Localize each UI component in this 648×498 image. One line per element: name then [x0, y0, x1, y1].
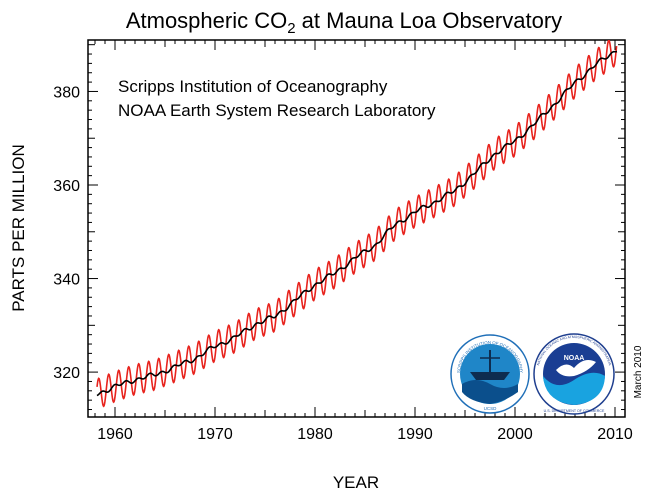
- chart-title-rest: at Mauna Loa Observatory: [296, 8, 563, 33]
- y-axis: 320 340 360 380: [53, 44, 625, 411]
- noaa-seal-bottom-text: U.S. DEPARTMENT OF COMMERCE: [544, 409, 605, 413]
- annotation-line-2: NOAA Earth System Research Laboratory: [118, 101, 436, 120]
- x-tick-label: 2010: [597, 426, 633, 443]
- x-tick-label: 1990: [397, 426, 433, 443]
- noaa-seal-logo: NOAA NATIONAL OCEANIC AND ATMOSPHERIC AD…: [533, 333, 615, 415]
- x-axis: 1960 1970 1980 1990 2000 2010: [94, 40, 633, 443]
- chart-title: Atmospheric CO2 at Mauna Loa Observatory: [126, 8, 562, 37]
- y-tick-label: 360: [53, 178, 80, 195]
- series-trend-line: [96, 50, 618, 397]
- chart-title-main: Atmospheric CO: [126, 8, 287, 33]
- annotation-line-1: Scripps Institution of Oceanography: [118, 77, 388, 96]
- x-axis-label: YEAR: [333, 473, 379, 492]
- y-tick-label: 340: [53, 272, 80, 289]
- series-monthly-line: [96, 40, 618, 408]
- noaa-seal-title: NOAA: [564, 355, 585, 362]
- scripps-seal-ucsd: UCSD: [484, 406, 498, 411]
- y-axis-label: PARTS PER MILLION: [9, 144, 28, 312]
- x-tick-label: 1970: [197, 426, 233, 443]
- y-tick-label: 380: [53, 84, 80, 101]
- x-tick-label: 2000: [497, 426, 533, 443]
- x-tick-label: 1960: [97, 426, 133, 443]
- y-tick-label: 320: [53, 365, 80, 382]
- x-tick-label: 1980: [297, 426, 333, 443]
- plot-frame: [87, 39, 626, 418]
- chart-title-subscript: 2: [287, 20, 295, 37]
- scripps-seal-logo: SCRIPPS INSTITUTION OF OCEANOGRAPHY UCSD: [450, 334, 530, 414]
- date-note: March 2010: [633, 345, 644, 398]
